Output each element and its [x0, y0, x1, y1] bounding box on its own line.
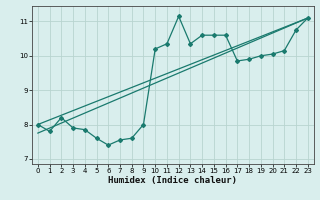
X-axis label: Humidex (Indice chaleur): Humidex (Indice chaleur)	[108, 176, 237, 185]
